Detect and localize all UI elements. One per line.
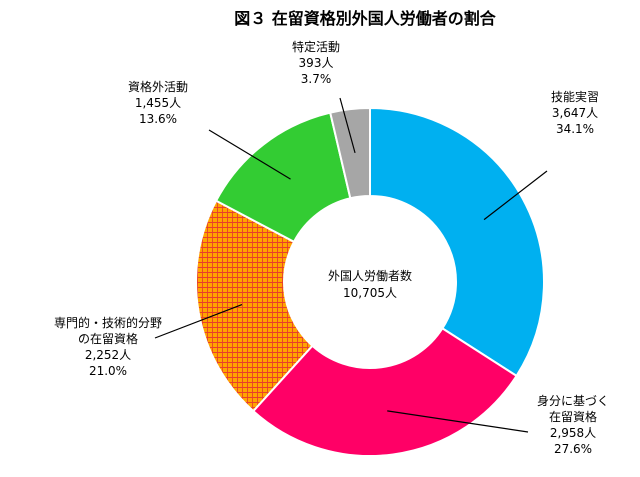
slice-technical-intern xyxy=(369,106,545,378)
slice-label-designated: 特定活動 393人 3.7% xyxy=(292,39,340,86)
leader-line-outside-status xyxy=(208,129,291,180)
leader-line-status-based xyxy=(387,410,529,433)
center-label: 外国人労働者数 10,705人 xyxy=(328,268,412,300)
slice-labels-group: 技能実習 3,647人 34.1% 身分に基づく在留資格 2,958人 27.6% 専門的・… xyxy=(54,39,609,456)
slice-professional xyxy=(195,199,314,413)
leader-line-designated xyxy=(339,97,356,154)
slice-status-based xyxy=(251,327,518,457)
center-label-title: 外国人労働者数 xyxy=(328,268,412,283)
center-label-total: 10,705人 xyxy=(343,286,397,300)
leader-line-technical-intern xyxy=(483,170,548,221)
chart-title: 図３ 在留資格別外国人労働者の割合 xyxy=(234,9,497,28)
slices-group xyxy=(195,106,545,457)
leader-line-professional xyxy=(154,304,243,339)
slice-label-outside-status: 資格外活動 1,455人 13.6% xyxy=(128,79,188,126)
slice-label-status-based: 身分に基づく在留資格 2,958人 27.6% xyxy=(537,393,609,456)
leader-lines-group xyxy=(154,97,548,433)
slice-label-professional: 専門的・技術的分野の在留資格 2,252人 21.0% xyxy=(54,315,162,378)
slice-label-technical-intern: 技能実習 3,647人 34.1% xyxy=(551,89,599,136)
